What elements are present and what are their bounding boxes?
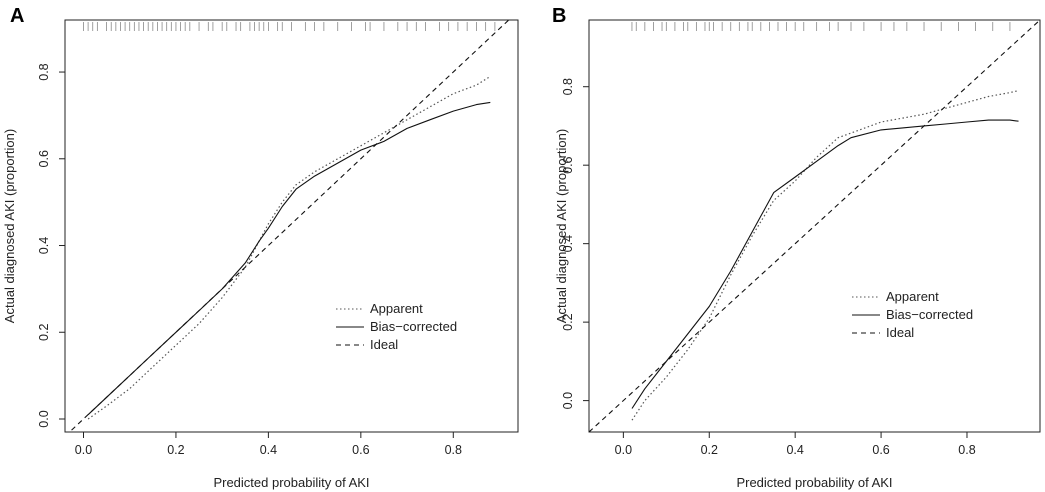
plot-frame bbox=[588, 19, 1041, 433]
legend-label: Ideal bbox=[370, 337, 398, 352]
y-tick-label: 0.4 bbox=[561, 235, 575, 252]
legend: Apparent Bias−corrected Ideal bbox=[852, 289, 973, 340]
y-axis-title: Actual diagnosed AKI (proportion) bbox=[2, 129, 17, 323]
y-tick-label: 0.0 bbox=[561, 392, 575, 409]
y-tick-label: 0.0 bbox=[37, 410, 51, 427]
panel-label: A bbox=[10, 5, 24, 27]
x-tick-label: 0.6 bbox=[872, 443, 889, 457]
plot-frame bbox=[64, 19, 519, 433]
panel-a: A 0.0 0.2 0.4 0.6 0.8 0.0 0.2 0.4 0.6 0.8 Predicted… bbox=[2, 5, 519, 490]
y-tick-label: 0.6 bbox=[37, 150, 51, 167]
rug-marks bbox=[83, 22, 496, 31]
y-tick-label: 0.4 bbox=[37, 237, 51, 254]
x-axis-title: Predicted probability of AKI bbox=[736, 475, 892, 490]
x-tick-label: 0.0 bbox=[75, 443, 92, 457]
legend-label: Bias−corrected bbox=[370, 319, 457, 334]
y-tick-label: 0.8 bbox=[37, 63, 51, 80]
y-axis-title: Actual diagnosed AKI (proportion) bbox=[554, 129, 569, 323]
x-tick-label: 0.4 bbox=[260, 443, 277, 457]
legend-label: Apparent bbox=[370, 301, 423, 316]
panel-b: B 0.0 0.2 0.4 0.6 0.8 0.0 0.2 0.4 0.6 0.8 Predicted… bbox=[552, 5, 1041, 490]
x-tick-label: 0.0 bbox=[615, 443, 632, 457]
series-lines bbox=[68, 20, 510, 432]
y-tick-label: 0.2 bbox=[37, 324, 51, 341]
legend: Apparent Bias−corrected Ideal bbox=[336, 301, 457, 352]
series-dashed-line bbox=[68, 20, 510, 432]
series-solid-line bbox=[631, 119, 1019, 409]
x-tick-label: 0.2 bbox=[701, 443, 718, 457]
panel-label: B bbox=[552, 5, 566, 27]
series-dashed-line bbox=[589, 20, 1040, 432]
series-solid-line bbox=[87, 101, 491, 416]
x-tick-label: 0.8 bbox=[958, 443, 975, 457]
y-tick-label: 0.6 bbox=[561, 156, 575, 173]
x-tick-label: 0.4 bbox=[786, 443, 803, 457]
y-tick-label: 0.8 bbox=[561, 78, 575, 95]
y-tick-label: 0.2 bbox=[561, 313, 575, 330]
x-tick-label: 0.2 bbox=[167, 443, 184, 457]
legend-label: Ideal bbox=[886, 325, 914, 340]
legend-label: Bias−corrected bbox=[886, 307, 973, 322]
rug-marks bbox=[631, 22, 1011, 31]
series-dotted-line bbox=[87, 75, 491, 420]
x-axis-title: Predicted probability of AKI bbox=[213, 475, 369, 490]
x-tick-label: 0.6 bbox=[352, 443, 369, 457]
x-tick-label: 0.8 bbox=[445, 443, 462, 457]
series-lines bbox=[589, 20, 1040, 432]
series-dotted-line bbox=[631, 90, 1019, 421]
legend-label: Apparent bbox=[886, 289, 939, 304]
